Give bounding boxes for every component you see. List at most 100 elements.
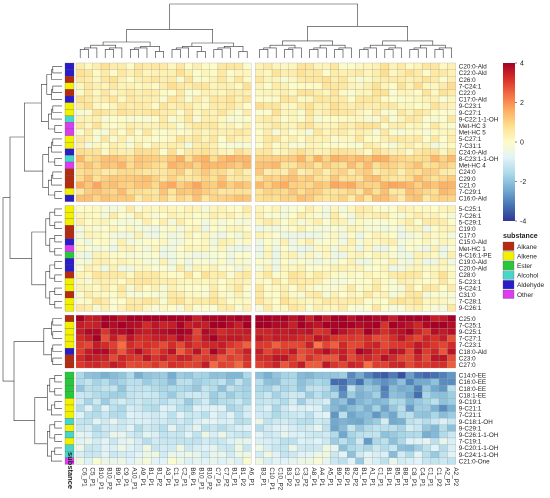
heatmap-cell: [176, 264, 185, 272]
heatmap-cell: [397, 62, 406, 70]
heatmap-cell: [305, 315, 314, 322]
heatmap-cell: [184, 304, 194, 312]
heatmap-cell: [201, 444, 210, 452]
heatmap-cell: [159, 334, 168, 342]
heatmap-cell: [217, 188, 227, 196]
heatmap-cell: [217, 418, 227, 425]
heatmap-cell: [192, 271, 202, 279]
column-label: A5_P1: [327, 467, 334, 486]
heatmap-cell: [372, 424, 381, 432]
heatmap-cell: [271, 398, 281, 406]
heatmap-cell: [413, 321, 423, 329]
column-label: A1_P1: [368, 467, 375, 486]
annotation-cell: [64, 142, 75, 149]
heatmap-cell: [109, 142, 118, 149]
heatmap-cell: [338, 354, 348, 362]
heatmap-cell: [176, 404, 185, 412]
row-labels: C20:0-AldC22:0-AldC26:07-C24:1C22:0C17:0…: [459, 64, 499, 466]
heatmap-cell: [100, 212, 110, 219]
heatmap-cell: [125, 194, 135, 202]
heatmap-cell: [192, 89, 202, 97]
heatmap-cell: [201, 109, 210, 116]
heatmap-cell: [184, 115, 194, 123]
heatmap-cell: [422, 297, 431, 305]
heatmap-cell: [355, 361, 365, 369]
heatmap-cell: [242, 444, 252, 452]
heatmap-cell: [447, 361, 456, 369]
heatmap-cell: [184, 142, 194, 149]
heatmap-cell: [242, 218, 252, 226]
heatmap-cell: [167, 391, 177, 399]
heatmap-cell: [338, 315, 348, 322]
heatmap-cell: [100, 321, 110, 329]
heatmap-cell: [217, 82, 227, 90]
heatmap-cell: [330, 231, 339, 239]
heatmap-cell: [209, 76, 219, 83]
heatmap-cell: [217, 278, 227, 285]
row-label: C19:0-Ald: [459, 259, 487, 266]
heatmap-cell: [263, 334, 273, 342]
heatmap-cell: [255, 115, 264, 123]
heatmap-cell: [322, 424, 331, 432]
heatmap-cell: [347, 188, 356, 196]
heatmap-cell: [388, 334, 398, 342]
heatmap-cell: [134, 431, 143, 439]
heatmap-cell: [422, 398, 431, 406]
heatmap-cell: [438, 424, 448, 432]
heatmap-cell: [184, 278, 194, 285]
heatmap-cell: [84, 404, 93, 412]
heatmap-cell: [263, 69, 273, 77]
column-label: B1_P1: [385, 467, 392, 486]
heatmap-cell: [330, 115, 339, 123]
heatmap-cell: [322, 278, 331, 285]
heatmap-cell: [201, 128, 210, 136]
heatmap-cell: [226, 76, 235, 83]
heatmap-cell: [380, 404, 390, 412]
heatmap-cell: [84, 238, 93, 246]
annotation-cell: [64, 62, 75, 70]
heatmap-cell: [430, 258, 440, 266]
heatmap-cell: [134, 115, 143, 123]
heatmap-cell: [388, 82, 398, 90]
heatmap-cell: [92, 102, 102, 110]
heatmap-cell: [305, 238, 314, 246]
column-label: B8_P1: [402, 467, 409, 486]
heatmap-cell: [296, 444, 306, 452]
heatmap-cell: [380, 334, 390, 342]
heatmap-cell: [363, 258, 373, 266]
heatmap-cell: [184, 391, 194, 399]
heatmap-cell: [242, 69, 252, 77]
heatmap-cell: [397, 297, 406, 305]
heatmap-cell: [209, 161, 219, 169]
heatmap-cell: [134, 122, 143, 130]
dendrogram-branch: [155, 51, 164, 58]
heatmap-cell: [305, 122, 314, 130]
heatmap-cell: [255, 315, 264, 322]
heatmap-cell: [192, 437, 202, 445]
heatmap-cell: [226, 341, 235, 349]
annotation-cell: [64, 391, 75, 399]
heatmap-cell: [405, 122, 415, 130]
heatmap-cell: [322, 398, 331, 406]
heatmap-cell: [372, 115, 381, 123]
heatmap-cell: [296, 451, 306, 458]
heatmap-cell: [447, 188, 456, 196]
color-scale-legend: 420-2-4: [503, 61, 526, 226]
heatmap-cell: [271, 168, 281, 176]
heatmap-cell: [167, 411, 177, 419]
heatmap-cell: [226, 444, 235, 452]
substance-annotation-strip: [64, 62, 75, 465]
heatmap-cell: [422, 315, 431, 322]
heatmap-cell: [151, 168, 160, 176]
heatmap-cell: [134, 76, 143, 83]
heatmap-cell: [363, 457, 373, 465]
heatmap-cell: [422, 291, 431, 299]
heatmap-cell: [438, 291, 448, 299]
column-label: B10_P1: [197, 467, 204, 490]
heatmap-cell: [447, 205, 456, 213]
heatmap-cell: [255, 251, 264, 259]
dendrogram-branch: [140, 46, 160, 52]
heatmap-cell: [184, 258, 194, 266]
heatmap-cell: [363, 328, 373, 336]
heatmap-cell: [192, 278, 202, 285]
